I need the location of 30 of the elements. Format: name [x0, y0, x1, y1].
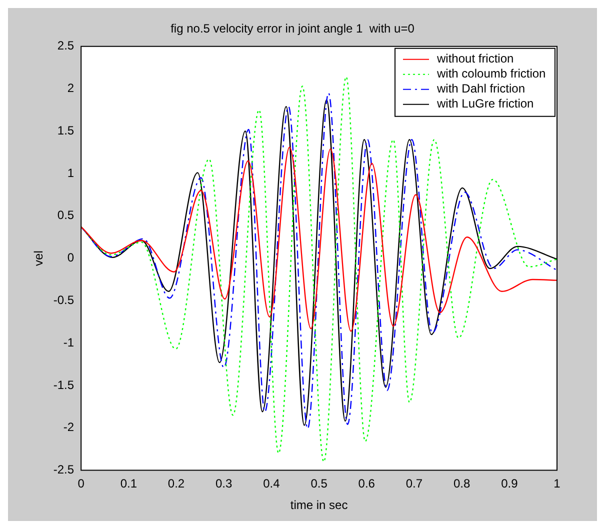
y-tick-label: 1: [67, 166, 74, 180]
x-tick-label: 0.1: [120, 476, 138, 491]
x-tick-label: 0.4: [263, 476, 280, 491]
x-tick-label: 0: [78, 476, 85, 491]
y-tick-label: 0: [67, 250, 74, 265]
y-tick-label: 0.5: [57, 208, 74, 222]
line-series: [81, 146, 557, 332]
x-tick-label: 0.9: [501, 476, 518, 491]
x-tick-label: 0.8: [453, 476, 470, 491]
x-tick-label: 0.5: [310, 476, 328, 491]
y-tick-label: 2: [67, 81, 74, 96]
y-tick-label: -0.5: [53, 292, 74, 307]
legend-label: without friction: [436, 52, 514, 66]
y-tick-label: -1: [63, 335, 74, 350]
y-axis-title: vel: [32, 250, 46, 266]
y-tick-label: 1.5: [57, 123, 74, 138]
y-tick-label: 2.5: [57, 38, 74, 53]
y-tick-label: -2.5: [53, 462, 74, 477]
x-axis-title: time in sec: [290, 498, 348, 512]
x-tick-label: 0.2: [168, 476, 185, 491]
y-tick-label: -2: [63, 420, 74, 434]
x-tick-label: 1: [554, 476, 561, 491]
legend-label: with coloumb friction: [436, 66, 546, 81]
x-tick-label: 0.6: [358, 476, 376, 491]
legend-label: with Dahl friction: [436, 82, 526, 96]
legend-label: with LuGre friction: [436, 96, 534, 111]
x-tick-label: 0.3: [216, 476, 233, 491]
y-tick-label: -1.5: [53, 378, 74, 392]
chart-title: fig no.5 velocity error in joint angle 1 with u=0: [170, 22, 415, 36]
x-tick-label: 0.7: [406, 476, 423, 491]
